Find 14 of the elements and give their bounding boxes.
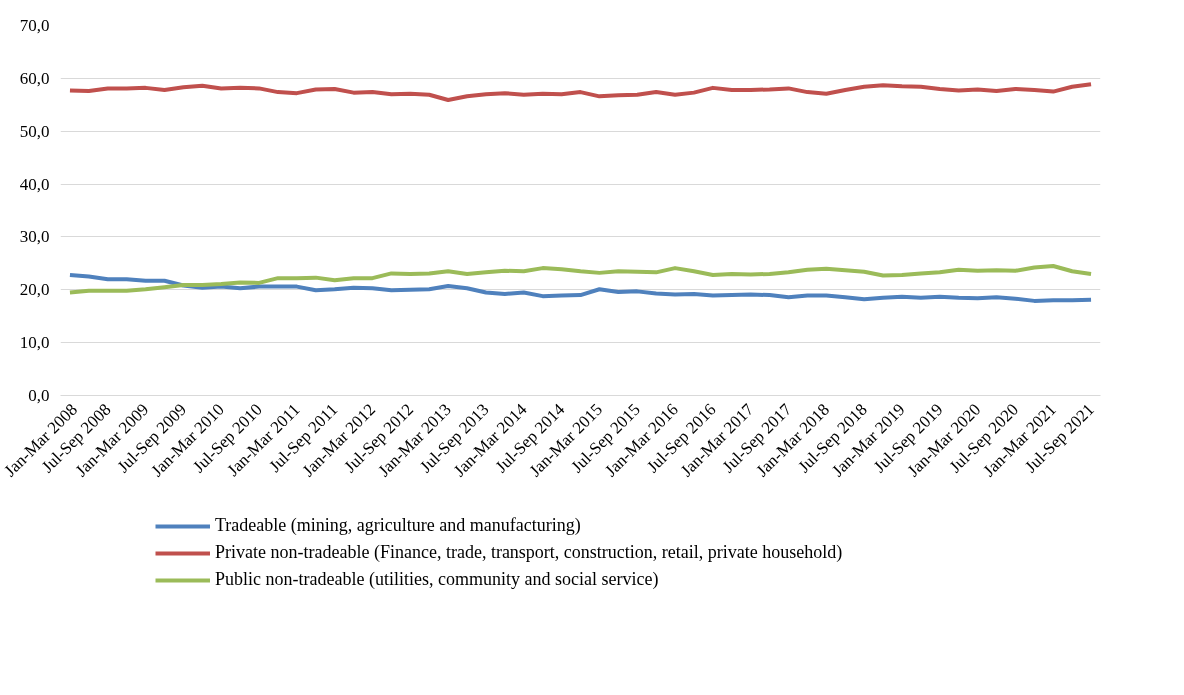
line-series: [67, 82, 1094, 103]
y-tick-label: 20,0: [19, 280, 50, 300]
legend-label: Tradeable (mining, agriculture and manufacturing): [215, 515, 581, 536]
y-tick-label: 60,0: [19, 68, 50, 88]
y-tick-label: 10,0: [19, 333, 50, 353]
line-series: [67, 272, 1094, 303]
legend-label: Public non-tradeable (utilities, community and social service): [215, 569, 659, 590]
y-tick-label: 50,0: [19, 121, 50, 141]
y-tick-label: 30,0: [19, 227, 50, 247]
y-tick-label: 70,0: [19, 16, 50, 35]
line-series: [67, 264, 1094, 295]
y-tick-label: 0,0: [28, 386, 50, 405]
y-tick-label: 40,0: [19, 174, 50, 194]
legend-label: Private non-tradeable (Finance, trade, transport, construction, retail, private household): [215, 542, 843, 563]
